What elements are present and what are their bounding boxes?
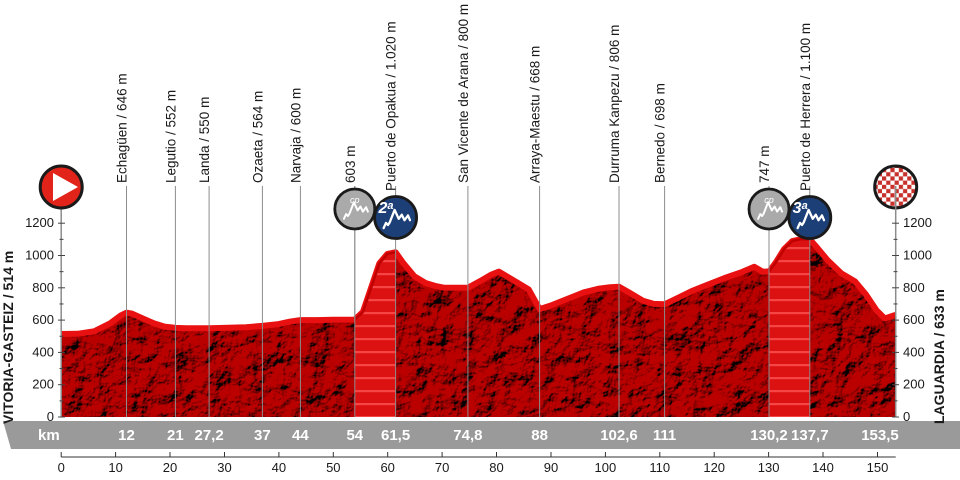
svg-text:54: 54 [346, 427, 363, 444]
svg-text:74,8: 74,8 [453, 427, 482, 444]
svg-text:120: 120 [703, 460, 725, 475]
svg-text:44: 44 [292, 427, 309, 444]
svg-text:102,6: 102,6 [600, 427, 638, 444]
svg-text:21: 21 [167, 427, 184, 444]
svg-text:61,5: 61,5 [381, 427, 410, 444]
svg-text:130,2: 130,2 [750, 427, 788, 444]
svg-text:140: 140 [812, 460, 834, 475]
svg-text:10: 10 [108, 460, 122, 475]
svg-text:150: 150 [867, 460, 889, 475]
svg-text:20: 20 [163, 460, 177, 475]
svg-text:12: 12 [118, 427, 135, 444]
svg-text:70: 70 [435, 460, 449, 475]
svg-text:80: 80 [489, 460, 503, 475]
svg-text:88: 88 [531, 427, 548, 444]
svg-text:30: 30 [217, 460, 231, 475]
svg-text:60: 60 [380, 460, 394, 475]
svg-text:130: 130 [758, 460, 780, 475]
svg-text:90: 90 [544, 460, 558, 475]
svg-text:50: 50 [326, 460, 340, 475]
svg-text:111: 111 [653, 427, 676, 444]
svg-text:37: 37 [254, 427, 271, 444]
svg-text:km: km [38, 427, 60, 444]
svg-text:153,5: 153,5 [861, 427, 899, 444]
svg-text:110: 110 [649, 460, 670, 475]
svg-text:137,7: 137,7 [791, 427, 829, 444]
svg-text:40: 40 [272, 460, 286, 475]
svg-text:0: 0 [58, 460, 65, 475]
svg-text:100: 100 [595, 460, 617, 475]
svg-text:27,2: 27,2 [194, 427, 223, 444]
